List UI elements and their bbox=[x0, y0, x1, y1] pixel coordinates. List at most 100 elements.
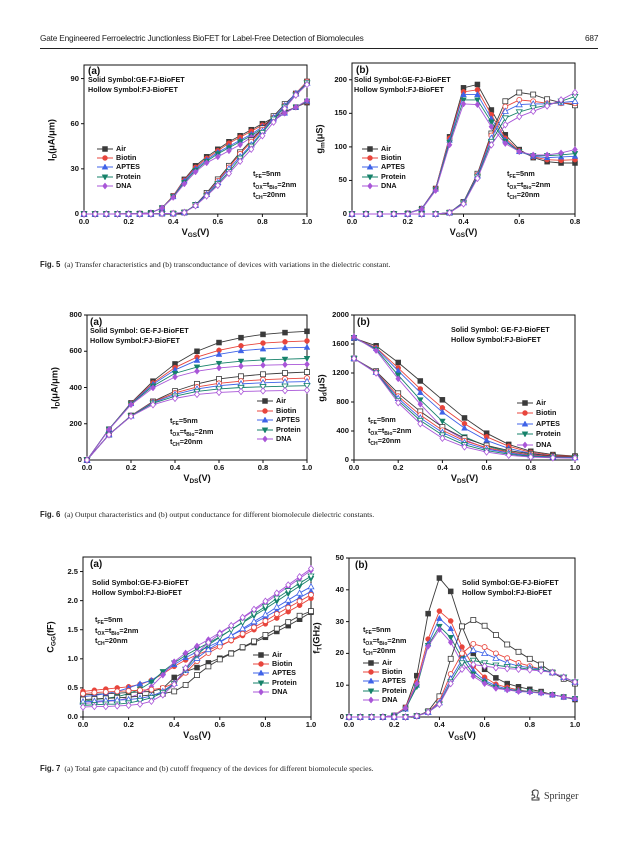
data-point bbox=[148, 679, 155, 686]
x-tick-label: 1.0 bbox=[569, 463, 581, 472]
data-point bbox=[239, 624, 247, 632]
text-segment: t bbox=[368, 436, 371, 445]
data-point bbox=[181, 180, 188, 188]
data-point bbox=[447, 588, 454, 595]
data-point bbox=[237, 141, 243, 149]
subscript: CH bbox=[255, 195, 263, 201]
data-point bbox=[501, 107, 509, 114]
symbol-note: Hollow Symbol:FJ-BioFET bbox=[462, 588, 552, 597]
data-point bbox=[262, 632, 269, 638]
y-axis-label: gd(μS) bbox=[316, 374, 328, 402]
data-point bbox=[79, 703, 87, 711]
symbol-note: Solid Symbol:GE-FJ-BioFET bbox=[88, 75, 185, 84]
data-point bbox=[425, 708, 432, 716]
data-point bbox=[481, 644, 488, 650]
x-tick-label: 0.6 bbox=[212, 217, 224, 226]
data-point bbox=[80, 690, 86, 697]
data-point bbox=[481, 680, 488, 688]
legend-marker bbox=[368, 660, 374, 666]
legend-label: APTES bbox=[381, 162, 405, 172]
data-point bbox=[307, 582, 315, 590]
legend-label: APTES bbox=[276, 415, 300, 425]
x-tick-label: 0.4 bbox=[167, 217, 179, 226]
subscript: OX bbox=[365, 640, 373, 647]
data-point bbox=[80, 210, 88, 218]
data-point bbox=[171, 394, 179, 403]
series-dna-hollow bbox=[83, 386, 311, 464]
data-point bbox=[227, 631, 235, 639]
data-point bbox=[170, 193, 177, 201]
legend-marker bbox=[368, 669, 374, 675]
figure-5-caption: Fig. 5 (a) Transfer characteristics and (… bbox=[40, 260, 390, 269]
text-segment: =20nm bbox=[179, 437, 203, 446]
data-point bbox=[447, 625, 455, 632]
device-parameter: tCH=20nm bbox=[363, 647, 396, 657]
data-point bbox=[395, 375, 402, 383]
data-point bbox=[259, 384, 267, 391]
data-point bbox=[282, 370, 288, 376]
data-point bbox=[304, 369, 310, 375]
device-parameter: tFE=5nm bbox=[363, 626, 391, 636]
data-point bbox=[504, 664, 511, 673]
subscript: Bio bbox=[111, 630, 120, 637]
text-segment: V bbox=[181, 227, 188, 237]
x-tick-label: 0.4 bbox=[434, 720, 445, 729]
text-segment: g bbox=[316, 395, 327, 402]
x-tick-label: 0.0 bbox=[343, 720, 355, 729]
data-point bbox=[159, 691, 166, 699]
x-tick-label: 1.0 bbox=[305, 720, 317, 729]
data-point bbox=[261, 610, 269, 618]
data-point bbox=[416, 397, 424, 404]
data-point bbox=[171, 688, 178, 695]
data-point bbox=[549, 668, 556, 677]
legend-label: Biotin bbox=[536, 408, 557, 418]
data-point bbox=[571, 678, 579, 686]
subscript: FE bbox=[509, 174, 516, 180]
device-parameter: tCH=20nm bbox=[368, 436, 401, 447]
data-point bbox=[215, 360, 223, 367]
subscript: Bio bbox=[384, 430, 393, 437]
series-dna-hollow bbox=[350, 354, 579, 462]
legend-swatch-protein bbox=[517, 431, 533, 438]
data-point bbox=[530, 107, 537, 116]
legend-label: Protein bbox=[276, 424, 301, 434]
legend-marker bbox=[521, 431, 529, 438]
data-point bbox=[215, 350, 223, 357]
legend-swatch-dna bbox=[517, 441, 533, 449]
data-point bbox=[308, 608, 314, 615]
text-segment: =5nm bbox=[376, 415, 396, 424]
text-segment: =5nm bbox=[103, 615, 123, 624]
y-tick-label: 800 bbox=[69, 310, 82, 320]
legend-label: Air bbox=[272, 650, 282, 659]
y-tick-label: 0 bbox=[339, 712, 344, 722]
data-point bbox=[425, 610, 431, 617]
data-point bbox=[204, 645, 212, 653]
subscript: CH bbox=[509, 195, 517, 201]
legend-marker bbox=[367, 146, 373, 152]
legend-swatch-biotin bbox=[363, 669, 379, 675]
data-point bbox=[128, 401, 134, 409]
data-point bbox=[296, 580, 304, 588]
data-point bbox=[436, 608, 443, 614]
caption-label: Fig. 5 bbox=[40, 260, 61, 269]
text-segment: =t bbox=[104, 625, 112, 635]
data-point bbox=[492, 663, 499, 672]
data-point bbox=[373, 347, 379, 355]
y-axis-label: CGG(fF) bbox=[45, 621, 57, 652]
data-point bbox=[103, 210, 110, 218]
subscript: OX bbox=[172, 431, 180, 438]
data-point bbox=[458, 660, 466, 667]
legend-swatch-air bbox=[253, 652, 269, 658]
data-point bbox=[171, 658, 178, 666]
text-segment: V bbox=[450, 473, 457, 483]
data-point bbox=[237, 157, 244, 166]
data-point bbox=[488, 141, 495, 149]
data-point bbox=[193, 649, 201, 657]
data-point bbox=[114, 688, 121, 695]
data-point bbox=[469, 646, 477, 653]
device-parameter: tCH=20nm bbox=[253, 191, 286, 201]
text-segment: g bbox=[314, 147, 325, 154]
data-point bbox=[250, 605, 258, 614]
data-point bbox=[483, 448, 490, 456]
